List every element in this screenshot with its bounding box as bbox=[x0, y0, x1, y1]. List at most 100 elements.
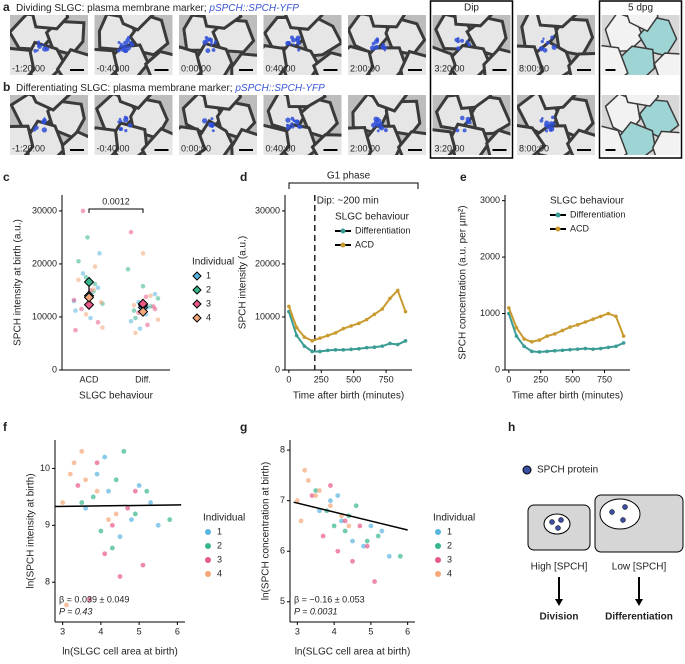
point bbox=[167, 517, 173, 523]
spch-signal bbox=[544, 129, 549, 133]
legend-title: SLGC behaviour bbox=[550, 196, 625, 207]
point bbox=[75, 483, 81, 488]
point bbox=[397, 553, 403, 559]
phase-label: G1 phase bbox=[327, 171, 371, 182]
point bbox=[125, 266, 131, 272]
spch-signal bbox=[541, 116, 544, 120]
legend-swatch bbox=[205, 543, 211, 549]
cell bbox=[10, 124, 35, 155]
cell bbox=[94, 47, 120, 75]
series-point bbox=[583, 346, 588, 351]
point bbox=[313, 488, 319, 493]
point bbox=[106, 517, 111, 523]
micrograph bbox=[94, 95, 173, 155]
x-tick-label: 750 bbox=[597, 374, 612, 384]
cell bbox=[10, 46, 36, 75]
spch-signal bbox=[544, 120, 550, 126]
protein-dot bbox=[620, 517, 626, 523]
spch-signal bbox=[540, 39, 544, 44]
timestamp: -1:20:00 bbox=[12, 63, 45, 73]
spch-signal bbox=[41, 127, 47, 133]
cell bbox=[601, 44, 629, 75]
series-point bbox=[372, 312, 377, 317]
panel-letter: b bbox=[3, 80, 10, 94]
point bbox=[98, 528, 104, 534]
spch-signal bbox=[290, 116, 295, 121]
point bbox=[350, 558, 355, 564]
point bbox=[339, 518, 344, 524]
stat-beta: β = −0.16 ± 0.053 bbox=[294, 594, 365, 604]
series-point bbox=[349, 324, 353, 328]
box-label: Dip bbox=[464, 3, 479, 14]
box-label: 5 dpg bbox=[628, 3, 653, 14]
y-tick-label: 2000 bbox=[480, 251, 500, 261]
point bbox=[73, 308, 78, 313]
y-tick-label: 8 bbox=[280, 444, 285, 454]
cell bbox=[140, 126, 173, 155]
legend-swatch-dot bbox=[555, 212, 561, 218]
cell bbox=[202, 95, 243, 111]
arrow-head bbox=[555, 599, 563, 606]
legend-swatch bbox=[205, 557, 211, 563]
low-label: Low [SPCH] bbox=[612, 562, 667, 573]
point bbox=[386, 553, 392, 559]
cell bbox=[30, 95, 72, 112]
point bbox=[353, 503, 359, 509]
protein-dot bbox=[555, 525, 561, 531]
point bbox=[98, 299, 104, 305]
point bbox=[379, 528, 385, 534]
x-axis-label: ln(SLGC cell area at birth) bbox=[295, 647, 411, 658]
cell bbox=[485, 128, 511, 155]
cell bbox=[432, 45, 457, 75]
spch-signal bbox=[375, 37, 380, 41]
row-title: Dividing SLGC: plasma membrane marker; p… bbox=[16, 3, 299, 14]
y-tick-label: 30000 bbox=[255, 205, 280, 215]
point bbox=[83, 477, 88, 483]
row-title-text: Differentiating SLGC: plasma membrane ma… bbox=[16, 83, 235, 94]
legend-swatch bbox=[205, 571, 211, 577]
point bbox=[83, 312, 89, 317]
series-point bbox=[364, 345, 369, 350]
spch-signal bbox=[549, 126, 555, 132]
series-point bbox=[575, 323, 580, 327]
point bbox=[368, 523, 374, 529]
series-point bbox=[529, 349, 534, 354]
spch-signal bbox=[369, 45, 376, 51]
cell bbox=[179, 125, 207, 155]
spch-signal bbox=[37, 43, 41, 48]
series-point bbox=[372, 345, 377, 349]
cell bbox=[179, 45, 203, 75]
point bbox=[132, 511, 138, 517]
series-point bbox=[591, 347, 595, 351]
legend-title: Individual bbox=[433, 513, 475, 524]
point bbox=[102, 454, 108, 460]
point bbox=[350, 538, 355, 544]
point bbox=[144, 488, 150, 494]
point bbox=[140, 562, 146, 568]
point bbox=[76, 258, 81, 264]
spch-signal bbox=[550, 35, 554, 40]
y-tick-label: 10 bbox=[40, 463, 50, 473]
spch-signal bbox=[119, 42, 123, 47]
spch-signal bbox=[380, 44, 385, 49]
spch-signal bbox=[37, 40, 41, 44]
point bbox=[109, 545, 115, 551]
series-point bbox=[614, 314, 618, 319]
point bbox=[335, 493, 341, 499]
legend-label: 4 bbox=[217, 568, 222, 578]
series-point bbox=[380, 344, 384, 348]
series-point bbox=[598, 314, 603, 319]
x-tick-label: 5 bbox=[368, 626, 373, 636]
y-tick-label: 1000 bbox=[480, 308, 500, 318]
legend-swatch bbox=[192, 271, 202, 281]
point bbox=[117, 574, 123, 579]
y-tick-label: 10000 bbox=[32, 311, 57, 321]
series-point bbox=[349, 347, 353, 352]
point bbox=[129, 517, 134, 523]
series-point bbox=[537, 338, 542, 342]
dip-label: Dip: ~200 min bbox=[317, 196, 379, 207]
cell bbox=[453, 15, 494, 28]
protein-dot bbox=[549, 519, 555, 525]
spch-signal bbox=[290, 124, 295, 129]
x-tick-label: Diff. bbox=[135, 374, 151, 384]
